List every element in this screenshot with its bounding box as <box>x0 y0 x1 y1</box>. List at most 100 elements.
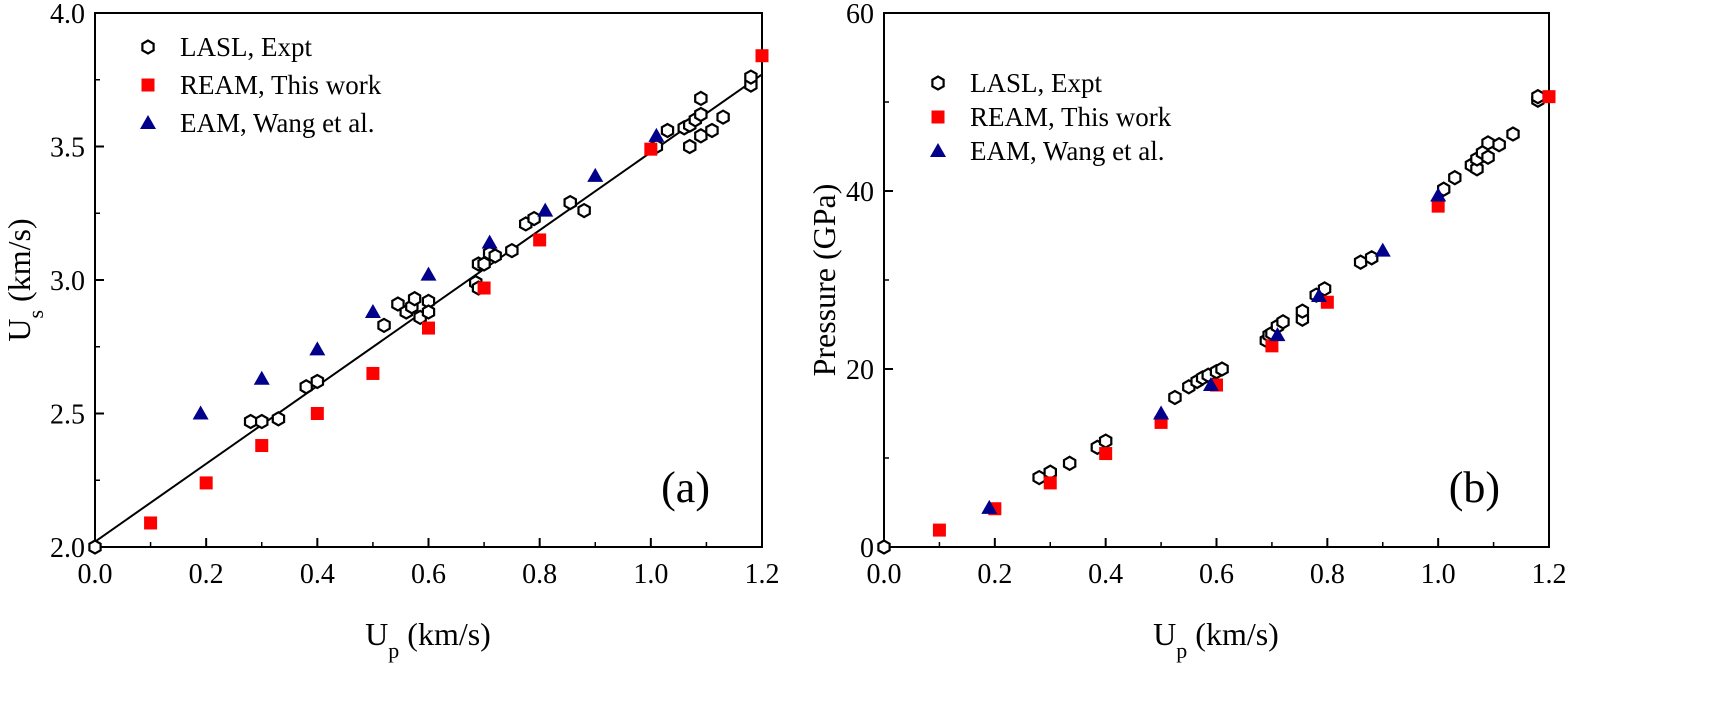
point-b-s2-3 <box>1269 327 1286 342</box>
point-b-s0-19 <box>1295 303 1310 319</box>
legend-marker-b-0 <box>931 75 945 91</box>
y-tick-label-a-1: 2.5 <box>50 400 85 431</box>
point-a-s0-19 <box>488 248 502 264</box>
point-a-s0-37 <box>744 69 758 85</box>
x-tick-label-b-1: 0.2 <box>977 559 1012 590</box>
y-tick-label-a-0: 2.0 <box>50 533 85 564</box>
point-a-s0-34 <box>705 122 719 139</box>
x-tick-label-a-3: 0.6 <box>411 559 446 590</box>
x-tick-label-b-0: 0.0 <box>867 559 902 590</box>
x-tick-label-a-1: 0.2 <box>189 559 224 590</box>
y-tick-label-a-3: 3.5 <box>50 133 85 164</box>
panel-b-ticks: 0.0 0.2 0.4 0.6 0.8 1.0 1.2 0 20 40 60 <box>846 0 1567 590</box>
legend-marker-a-1 <box>141 78 155 92</box>
point-b-s2-0 <box>981 499 998 514</box>
x-tick-label-b-3: 0.6 <box>1199 559 1234 590</box>
panel-a-data-points <box>88 49 769 555</box>
point-b-s0-0 <box>877 539 891 555</box>
point-b-s1-2 <box>1043 476 1057 490</box>
panel-a-us-vs-up: 0.0 0.2 0.4 0.6 0.8 1.0 1.2 2.0 2.5 3.0 3.5 4.0 LAS… <box>1 0 780 663</box>
point-b-s0-5 <box>1098 433 1113 449</box>
point-a-s2-8 <box>648 127 665 142</box>
point-b-s2-1 <box>1153 405 1170 420</box>
point-a-s0-5 <box>310 373 325 390</box>
panel-a-x-axis-label: Up (km/s) <box>365 616 491 663</box>
y-tick-label-a-2: 3.0 <box>50 266 85 297</box>
panel-b-data-points <box>877 88 1556 555</box>
point-a-s0-4 <box>299 379 313 395</box>
x-tick-label-b-4: 0.8 <box>1310 559 1345 590</box>
y-tick-label-b-1: 20 <box>846 355 874 386</box>
x-tick-label-a-4: 0.8 <box>522 559 557 590</box>
panel-a-ticks: 0.0 0.2 0.4 0.6 0.8 1.0 1.2 2.0 2.5 3.0 3.5 4.0 <box>50 0 780 590</box>
point-b-s0-33 <box>1506 126 1520 142</box>
panel-a-y-axis-label: Us (km/s) <box>1 218 48 341</box>
x-tick-label-b-2: 0.4 <box>1088 559 1123 590</box>
legend-marker-a-0 <box>141 39 155 55</box>
point-a-s0-3 <box>271 411 286 427</box>
point-a-s0-20 <box>505 242 519 259</box>
point-b-s0-1 <box>1032 469 1046 486</box>
point-b-s0-12 <box>1215 361 1229 377</box>
point-a-s1-9 <box>755 49 769 63</box>
point-b-s1-6 <box>1265 339 1279 353</box>
y-tick-label-b-3: 60 <box>846 0 874 30</box>
point-a-s2-0 <box>192 405 209 420</box>
point-a-s0-33 <box>694 128 708 144</box>
panel-b-legend: LASL, Expt REAM, This work EAM, Wang et al… <box>930 68 1172 166</box>
point-a-s1-7 <box>533 233 547 247</box>
x-tick-label-a-6: 1.2 <box>745 559 780 590</box>
legend-label-a-2: EAM, Wang et al. <box>180 108 375 138</box>
point-b-s0-31 <box>1481 135 1495 151</box>
x-tick-label-b-6: 1.2 <box>1532 559 1567 590</box>
point-a-s2-1 <box>253 370 270 385</box>
point-a-s0-32 <box>694 106 708 123</box>
point-b-s0-27 <box>1470 161 1484 177</box>
point-b-s0-21 <box>1317 281 1332 297</box>
point-a-s1-4 <box>366 366 380 380</box>
legend-marker-b-1 <box>931 110 945 124</box>
point-a-s1-0 <box>144 516 158 530</box>
point-a-s1-2 <box>255 439 269 453</box>
panel-b-x-axis-label: Up (km/s) <box>1153 616 1279 663</box>
point-a-s0-31 <box>694 90 708 107</box>
point-a-s1-1 <box>199 476 213 490</box>
legend-marker-a-2 <box>140 115 156 129</box>
panel-a-label: (a) <box>661 463 710 512</box>
y-tick-label-b-2: 40 <box>846 177 874 208</box>
point-b-s0-25 <box>1448 169 1462 186</box>
point-a-s0-7 <box>391 296 405 312</box>
point-b-s0-17 <box>1276 314 1290 330</box>
legend-label-b-0: LASL, Expt <box>970 68 1102 98</box>
point-b-s0-35 <box>1531 88 1545 105</box>
point-a-s2-7 <box>587 167 604 182</box>
legend-marker-b-2 <box>930 143 946 157</box>
point-a-s2-2 <box>309 341 326 356</box>
point-b-s0-23 <box>1364 250 1379 266</box>
point-a-s0-10 <box>407 290 422 307</box>
point-b-s1-9 <box>1542 90 1556 104</box>
point-b-s1-3 <box>1099 447 1113 461</box>
point-b-s0-32 <box>1492 136 1506 153</box>
point-b-s2-6 <box>1430 187 1447 202</box>
point-b-s1-8 <box>1431 199 1445 213</box>
x-tick-label-a-5: 1.0 <box>633 559 668 590</box>
point-a-s0-24 <box>577 202 591 219</box>
x-tick-label-a-0: 0.0 <box>78 559 113 590</box>
point-b-s2-2 <box>1202 377 1219 392</box>
point-a-s1-8 <box>644 142 658 156</box>
point-a-s0-28 <box>682 138 697 155</box>
panel-a-legend: LASL, Expt REAM, This work EAM, Wang et al… <box>140 32 382 138</box>
legend-label-a-1: REAM, This work <box>180 70 382 100</box>
point-b-s1-0 <box>932 523 946 537</box>
point-b-s0-6 <box>1168 389 1182 406</box>
panel-b-y-axis-label: Pressure (GPa) <box>806 184 842 377</box>
point-a-s0-13 <box>421 304 436 320</box>
point-a-s2-6 <box>537 202 554 217</box>
point-b-s0-30 <box>1481 149 1495 165</box>
point-a-s0-23 <box>563 194 578 211</box>
point-a-s0-35 <box>716 109 730 125</box>
legend-label-a-0: LASL, Expt <box>180 32 312 62</box>
point-a-s1-6 <box>477 281 491 295</box>
